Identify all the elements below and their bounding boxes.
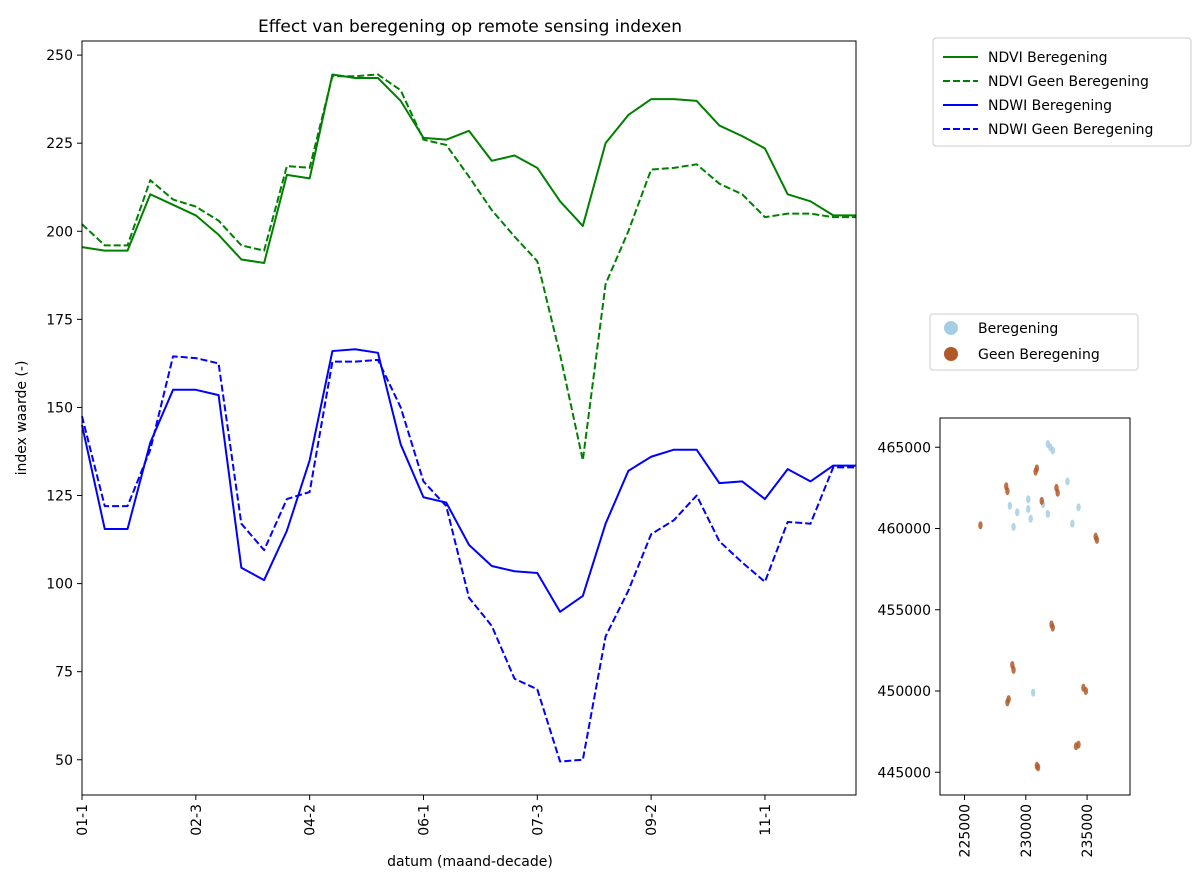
map-point-beregening	[1007, 501, 1013, 510]
map-point-geen-beregening	[1005, 698, 1010, 707]
chart-title: Effect van beregening op remote sensing …	[258, 17, 682, 37]
map-point-geen-beregening	[1073, 742, 1079, 751]
map-y-tick-label: 465000	[878, 440, 931, 456]
x-tick-label: 09-2	[644, 804, 660, 836]
series-line-ndvi-beregening	[81, 73, 856, 264]
x-axis-label: datum (maand-decade)	[387, 854, 553, 870]
legend-label-ndwi-geen-beregening: NDWI Geen Beregening	[988, 122, 1153, 138]
series-line-ndwi-geen-beregening	[81, 355, 856, 763]
y-tick-label: 200	[46, 224, 73, 240]
y-tick-label: 100	[46, 577, 73, 593]
series-line-ndvi-geen-beregening	[81, 73, 856, 462]
x-tick-label: 06-1	[416, 804, 432, 836]
map-point-beregening	[1011, 522, 1016, 531]
map-y-axis-ticks: 445000 450000 455000 460000 465000	[878, 440, 940, 781]
map-plot-frame	[939, 417, 1131, 796]
map-point-beregening	[1026, 495, 1031, 504]
map-point-geen-beregening	[1054, 483, 1059, 492]
map-x-tick-label: 225000	[958, 804, 974, 857]
y-tick-label: 250	[46, 48, 73, 64]
y-tick-label: 175	[46, 312, 73, 328]
series-line-ndwi-beregening	[81, 348, 856, 613]
map-marks	[978, 440, 1100, 772]
main-legend: NDVI Beregening NDVI Geen Beregening NDW…	[932, 37, 1192, 147]
map-point-beregening	[1015, 508, 1020, 517]
main-chart-marks	[81, 73, 856, 763]
legend-label-beregening: Beregening	[978, 321, 1058, 337]
main-legend-frame	[932, 37, 1192, 147]
map-point-geen-beregening	[1050, 623, 1055, 632]
main-y-axis-ticks: 50 75 100 125 150 175 200 225 250	[46, 48, 82, 769]
map-x-tick-label: 235000	[1080, 804, 1096, 857]
legend-marker-geen-beregening	[944, 347, 958, 361]
y-tick-label: 75	[55, 665, 73, 681]
y-tick-label: 50	[55, 753, 73, 769]
map-point-beregening	[1076, 503, 1081, 512]
x-tick-label: 01-1	[75, 804, 91, 836]
x-tick-label: 11-1	[758, 804, 774, 836]
legend-label-ndvi-beregening: NDVI Beregening	[988, 50, 1107, 66]
legend-label-ndwi-beregening: NDWI Beregening	[988, 98, 1112, 114]
map-point-beregening	[1030, 688, 1036, 697]
map-x-axis-ticks: 225000 230000 235000	[958, 795, 1096, 857]
x-tick-label: 04-2	[303, 804, 319, 836]
map-point-beregening	[1050, 446, 1055, 455]
legend-label-geen-beregening: Geen Beregening	[978, 347, 1100, 363]
main-plot-frame	[81, 40, 857, 796]
map-legend-frame	[929, 313, 1139, 371]
map-point-geen-beregening	[1094, 535, 1100, 544]
legend-marker-beregening	[944, 321, 958, 335]
map-point-geen-beregening	[978, 521, 983, 530]
map-point-geen-beregening	[1005, 487, 1010, 496]
map-y-tick-label: 445000	[878, 765, 931, 781]
map-point-beregening	[1065, 477, 1070, 486]
y-axis-label: index waarde (-)	[14, 361, 30, 476]
x-tick-label: 07-3	[530, 804, 546, 836]
map-y-tick-label: 455000	[878, 603, 931, 619]
map-point-beregening	[1045, 509, 1051, 518]
map-point-beregening	[1028, 514, 1033, 523]
map-point-beregening	[1026, 505, 1031, 513]
x-tick-label: 02-3	[189, 804, 205, 836]
map-y-tick-label: 460000	[878, 522, 931, 538]
map-x-tick-label: 230000	[1019, 804, 1035, 857]
map-legend: Beregening Geen Beregening	[929, 313, 1139, 371]
map-point-geen-beregening	[1039, 496, 1044, 505]
y-tick-label: 150	[46, 400, 73, 416]
map-point-geen-beregening	[1011, 665, 1016, 674]
map-point-beregening	[1045, 440, 1051, 448]
map-point-beregening	[1070, 519, 1075, 528]
map-point-geen-beregening	[1083, 687, 1089, 695]
main-x-axis-ticks: 01-1 02-3 04-2 06-1 07-3 09-2 11-1	[75, 795, 774, 836]
legend-label-ndvi-geen-beregening: NDVI Geen Beregening	[988, 74, 1149, 90]
y-tick-label: 125	[46, 489, 73, 505]
y-tick-label: 225	[46, 136, 73, 152]
map-point-geen-beregening	[1035, 763, 1041, 772]
map-point-geen-beregening	[1034, 464, 1040, 473]
map-y-tick-label: 450000	[878, 684, 931, 700]
